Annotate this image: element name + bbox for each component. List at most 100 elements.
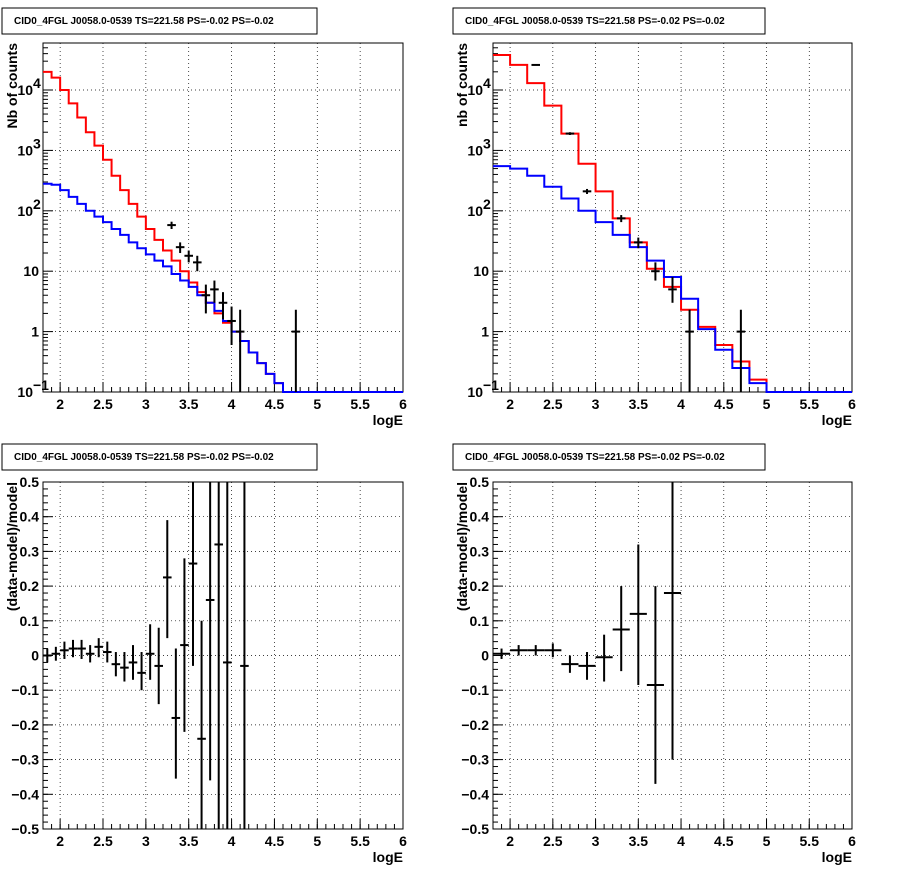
data-point — [145, 624, 155, 680]
y-tick-label: 0.2 — [470, 578, 490, 594]
y-axis-label: (data-model)/model — [4, 482, 20, 611]
data-point — [646, 586, 664, 784]
histogram-series-1 — [43, 182, 403, 393]
x-axis-label: logE — [373, 849, 403, 865]
x-tick-label: 5 — [313, 396, 321, 412]
data-point — [582, 188, 592, 194]
y-tick-label: 0.3 — [20, 543, 40, 559]
x-tick-label: 4 — [228, 396, 236, 412]
x-tick-label: 4 — [677, 833, 685, 849]
y-tick-exponent: −1 — [33, 377, 49, 393]
y-tick-label: 10 — [17, 384, 33, 400]
data-point — [663, 482, 682, 760]
data-point — [291, 309, 301, 392]
data-point — [578, 652, 596, 680]
x-tick-label: 5.5 — [350, 396, 370, 412]
x-tick-label: 5 — [763, 833, 771, 849]
x-tick-label: 2.5 — [93, 833, 113, 849]
y-tick-label: 10 — [467, 82, 483, 98]
y-tick-label: 10 — [467, 142, 483, 158]
y-tick-label: 10 — [17, 82, 33, 98]
data-point — [235, 309, 245, 392]
x-tick-label: 5.5 — [350, 833, 370, 849]
y-axis-label: (data-model)/model — [454, 482, 470, 611]
data-point — [565, 132, 575, 135]
x-tick-label: 3 — [142, 833, 150, 849]
data-point — [51, 646, 61, 661]
x-tick-label: 6 — [399, 833, 407, 849]
data-point — [223, 482, 232, 829]
y-tick-label: −0.3 — [11, 752, 39, 768]
y-tick-label: −0.5 — [11, 821, 39, 837]
chart-title: CID0_4FGL J0058.0-0539 TS=221.58 PS=-0.0… — [465, 16, 725, 27]
data-point — [60, 641, 69, 659]
data-point — [634, 237, 643, 249]
y-tick-label: 1 — [31, 324, 39, 340]
y-tick-label: 0.4 — [470, 509, 490, 525]
y-tick-exponent: −1 — [483, 377, 499, 393]
y-tick-exponent: 2 — [483, 196, 491, 212]
x-tick-label: 6 — [399, 396, 407, 412]
data-point — [188, 482, 198, 666]
data-point — [85, 645, 95, 663]
x-tick-label: 6 — [848, 396, 856, 412]
data-point — [120, 652, 129, 682]
x-tick-label: 4 — [677, 396, 685, 412]
y-tick-label: −0.4 — [461, 786, 489, 802]
data-point — [651, 262, 660, 281]
x-tick-label: 5 — [763, 396, 771, 412]
y-tick-label: −0.5 — [461, 821, 489, 837]
data-point — [128, 645, 138, 680]
x-axis-label: logE — [822, 412, 852, 428]
y-tick-exponent: 2 — [33, 196, 41, 212]
y-tick-label: −0.4 — [11, 786, 39, 802]
data-point — [103, 641, 112, 663]
y-tick-label: 10 — [23, 263, 39, 279]
y-tick-label: 10 — [467, 203, 483, 219]
x-tick-label: 3 — [592, 833, 600, 849]
data-point — [227, 306, 236, 345]
x-tick-label: 3.5 — [179, 396, 199, 412]
data-point — [629, 544, 647, 685]
y-tick-exponent: 4 — [33, 75, 41, 91]
x-axis-label: logE — [373, 412, 403, 428]
y-tick-label: 0.4 — [20, 509, 40, 525]
data-point — [205, 482, 215, 781]
data-point — [527, 645, 545, 656]
chart-title-box — [1, 443, 318, 471]
data-point — [595, 634, 613, 682]
x-tick-label: 3 — [142, 396, 150, 412]
y-tick-label: 0.1 — [470, 613, 490, 629]
data-point — [210, 280, 219, 303]
y-tick-label: −0.1 — [461, 682, 489, 698]
chart-title: CID0_4FGL J0058.0-0539 TS=221.58 PS=-0.0… — [465, 452, 725, 463]
data-point — [510, 645, 528, 656]
data-point — [240, 482, 249, 829]
data-point — [493, 648, 511, 659]
y-tick-label: −0.2 — [461, 717, 489, 733]
data-point — [94, 638, 103, 658]
x-tick-label: 6 — [848, 833, 856, 849]
data-point — [736, 309, 746, 392]
y-tick-label: −0.2 — [11, 717, 39, 733]
x-tick-label: 2.5 — [93, 396, 113, 412]
data-point — [201, 284, 211, 314]
y-tick-label: 10 — [17, 203, 33, 219]
data-point — [193, 255, 202, 272]
data-point — [544, 643, 562, 658]
chart-title: CID0_4FGL J0058.0-0539 TS=221.58 PS=-0.0… — [14, 16, 274, 27]
data-point — [531, 63, 541, 66]
y-tick-label: 10 — [467, 384, 483, 400]
x-tick-label: 5.5 — [800, 833, 820, 849]
x-tick-label: 2.5 — [543, 833, 563, 849]
y-tick-label: 1 — [481, 324, 489, 340]
data-point — [77, 639, 86, 659]
x-tick-label: 2 — [56, 833, 64, 849]
x-tick-label: 3 — [592, 396, 600, 412]
histogram-series-1 — [493, 165, 852, 393]
data-point — [561, 655, 579, 673]
data-point — [154, 627, 163, 705]
data-point — [137, 652, 146, 691]
